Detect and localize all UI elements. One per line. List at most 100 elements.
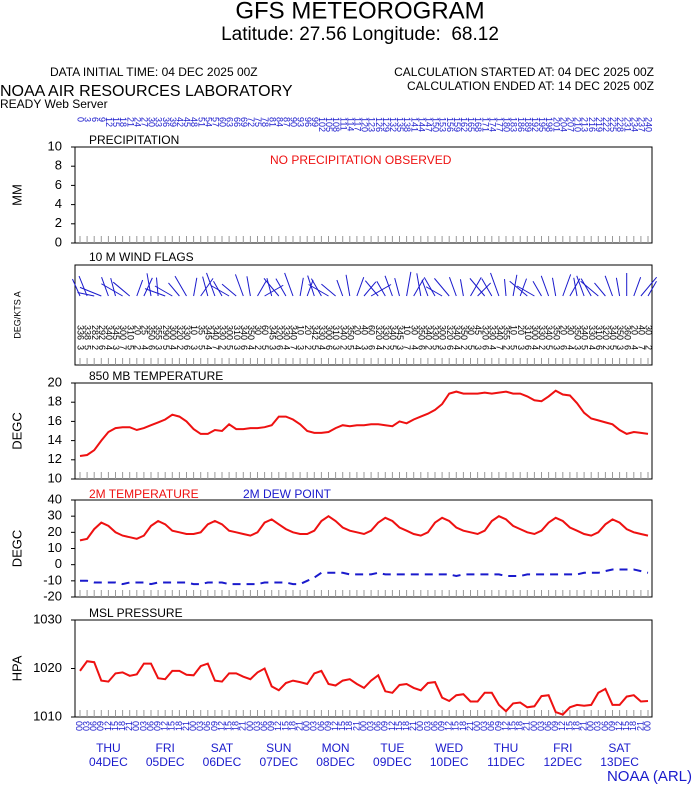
y-tick-label: 1010: [33, 708, 62, 723]
series-line: [79, 660, 649, 716]
wind-direction: 300: [118, 325, 128, 340]
top-hour-label: 198: [544, 117, 554, 132]
bottom-hour-label: 06: [89, 721, 99, 731]
top-hour-label: 63: [225, 117, 235, 127]
wind-direction: 350: [459, 325, 469, 340]
wind-speed: 3: [395, 345, 405, 350]
title: GFS METEOROGRAM: [235, 0, 484, 24]
wind-speed: 5: [544, 345, 554, 350]
wind-direction: 355: [154, 325, 164, 340]
y-tick-label: 10: [48, 470, 62, 485]
wind-flag: [364, 280, 379, 297]
wind-speed: 6: [622, 345, 632, 350]
wind-speed: 3: [189, 345, 199, 350]
top-hour-label: 9: [97, 117, 107, 122]
wind-direction: 350: [246, 325, 256, 340]
wind-direction: 320: [175, 325, 185, 340]
top-hour-label: 30: [147, 117, 157, 127]
wind-speed: 3: [267, 345, 277, 350]
wind-speed: 2: [502, 345, 512, 350]
y-tick-label: 2: [55, 215, 62, 230]
wind-speed: 2: [303, 345, 313, 350]
bottom-hour-label: 15: [507, 721, 517, 731]
wind-flag: [604, 275, 613, 297]
calc-ended: CALCULATION ENDED AT: 14 DEC 2025 00Z: [407, 79, 654, 93]
bottom-hour-label: 21: [351, 721, 361, 731]
wind-direction: 300: [530, 325, 540, 340]
day-name: FRI: [156, 741, 175, 755]
wind-direction: 340: [211, 325, 221, 340]
panel-title: MSL PRESSURE: [89, 606, 183, 620]
y-tick-label: 6: [55, 177, 62, 192]
panel-title: PRECIPITATION: [89, 133, 179, 147]
top-hour-label: 3: [83, 117, 93, 122]
top-hour-label: 216: [587, 117, 597, 132]
top-hour-label: 78: [260, 117, 270, 127]
wind-speed: 4: [566, 345, 576, 350]
top-hour-label: 165: [466, 117, 476, 132]
top-hour-label: 48: [189, 117, 199, 127]
bottom-hour-label: 09: [493, 721, 503, 731]
top-hour-label: 126: [374, 117, 384, 132]
wind-speed: 2: [601, 345, 611, 350]
wind-flag: [299, 277, 304, 297]
day-date: 07DEC: [259, 755, 298, 769]
server: READY Web Server: [0, 97, 108, 111]
top-hour-label: 156: [445, 117, 455, 132]
wind-speed: 7: [495, 345, 505, 350]
bottom-hour-label: 00: [472, 721, 482, 731]
wind-flag: [275, 278, 287, 297]
wind-flag: [569, 278, 581, 297]
wind-direction: 320: [601, 325, 611, 340]
wind-flag: [459, 279, 464, 297]
top-hour-label: 219: [594, 117, 604, 132]
wind-speed: 3: [551, 345, 561, 350]
top-hour-label: 108: [331, 117, 341, 132]
bottom-hour-label: 09: [436, 721, 446, 731]
wind-flag: [532, 281, 542, 297]
wind-flag: [336, 279, 344, 297]
wind-direction: 300: [225, 325, 235, 340]
wind-flag: [345, 274, 351, 297]
wind-speed: 2: [381, 345, 391, 350]
wind-flag: [469, 278, 486, 297]
y-tick-label: 14: [48, 432, 62, 447]
wind-speed: 5: [225, 345, 235, 350]
y-tick-label: 10: [48, 540, 62, 555]
bottom-hour-label: 00: [131, 721, 141, 731]
wind-direction: 345: [395, 325, 405, 340]
wind-speed: 7: [289, 345, 299, 350]
top-hour-label: 33: [154, 117, 164, 127]
wind-flag: [310, 278, 322, 297]
wind-speed: 5: [509, 345, 519, 350]
day-name: THU: [494, 741, 519, 755]
wind-flag: [356, 277, 365, 297]
wind-speed: 4: [374, 345, 384, 350]
y-tick-label: 30: [48, 508, 62, 523]
panel-title: 850 MB TEMPERATURE: [89, 369, 223, 383]
wind-flag: [481, 278, 493, 297]
wind-speed: 2: [424, 345, 434, 350]
wind-direction: 350: [147, 325, 157, 340]
wind-flag: [423, 277, 436, 297]
bottom-hour-label: 21: [124, 721, 134, 731]
wind-speed: 5: [608, 345, 618, 350]
wind-speed: 3: [232, 345, 242, 350]
wind-direction: 10: [402, 325, 412, 335]
wind-speed: 6: [239, 345, 249, 350]
wind-speed: 2: [132, 345, 142, 350]
wind-direction: 45: [473, 325, 483, 335]
wind-flag: [263, 278, 280, 297]
wind-direction: 350: [615, 325, 625, 340]
bottom-hour-label: 15: [451, 721, 461, 731]
wind-speed: 6: [97, 345, 107, 350]
bottom-hour-label: 09: [550, 721, 560, 731]
y-axis-label: DEGC: [9, 530, 24, 568]
wind-speed: 3: [154, 345, 164, 350]
bottom-hour-label: 18: [401, 721, 411, 731]
bottom-hour-label: 00: [302, 721, 312, 731]
wind-speed: 2: [175, 345, 185, 350]
wind-speed: 6: [480, 345, 490, 350]
wind-flag: [321, 283, 336, 297]
wind-flag: [470, 277, 482, 297]
